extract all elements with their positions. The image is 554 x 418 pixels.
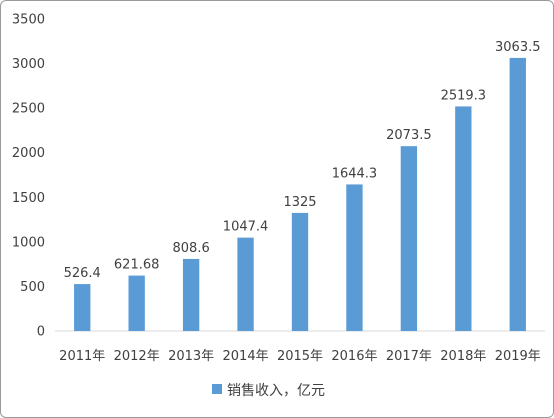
x-tick-label: 2013年	[168, 349, 214, 364]
x-tick-label: 2017年	[386, 349, 432, 364]
bar	[237, 237, 254, 331]
y-tick-label: 2000	[12, 146, 45, 161]
bar	[182, 258, 200, 331]
data-label: 526.4	[64, 266, 101, 281]
y-tick-label: 3000	[12, 57, 45, 72]
bar	[455, 106, 472, 332]
data-label: 1047.4	[223, 220, 269, 235]
y-tick-label: 0	[37, 325, 45, 340]
data-labels: 526.4 621.68 808.6 1047.4 1325 1644.3 2073.5 25…	[64, 40, 541, 281]
x-tick-label: 2016年	[331, 349, 377, 364]
x-tick-label: 2019年	[495, 349, 541, 364]
data-label: 1325	[283, 195, 316, 210]
bar	[400, 146, 418, 331]
legend-swatch	[212, 384, 222, 394]
x-tick-label: 2012年	[114, 349, 160, 364]
bar	[291, 212, 309, 331]
x-axis-ticks: 2011年 2012年 2013年 2014年 2015年 2016年 2017年 2018年…	[59, 349, 541, 364]
legend: 销售收入，亿元	[212, 383, 325, 399]
x-tick-label: 2011年	[59, 349, 105, 364]
bar	[509, 57, 526, 331]
bar	[74, 284, 91, 331]
bars	[74, 57, 526, 332]
data-label: 621.68	[114, 258, 160, 273]
bar	[128, 275, 145, 331]
x-tick-label: 2015年	[277, 349, 323, 364]
y-tick-label: 3500	[12, 13, 45, 28]
data-label: 808.6	[173, 241, 210, 256]
y-tick-label: 2500	[12, 102, 45, 117]
data-label: 3063.5	[495, 40, 541, 55]
x-tick-label: 2014年	[223, 349, 269, 364]
y-tick-label: 500	[20, 280, 45, 295]
data-label: 2073.5	[386, 128, 432, 143]
x-tick-label: 2018年	[440, 349, 486, 364]
legend-label: 销售收入，亿元	[227, 383, 325, 399]
bar	[346, 184, 363, 331]
y-tick-label: 1500	[12, 191, 45, 206]
y-axis-ticks: 0 500 1000 1500 2000 2500 3000 3500	[12, 13, 45, 340]
y-tick-label: 1000	[12, 235, 45, 250]
data-label: 1644.3	[332, 166, 378, 181]
data-label: 2519.3	[441, 88, 487, 103]
